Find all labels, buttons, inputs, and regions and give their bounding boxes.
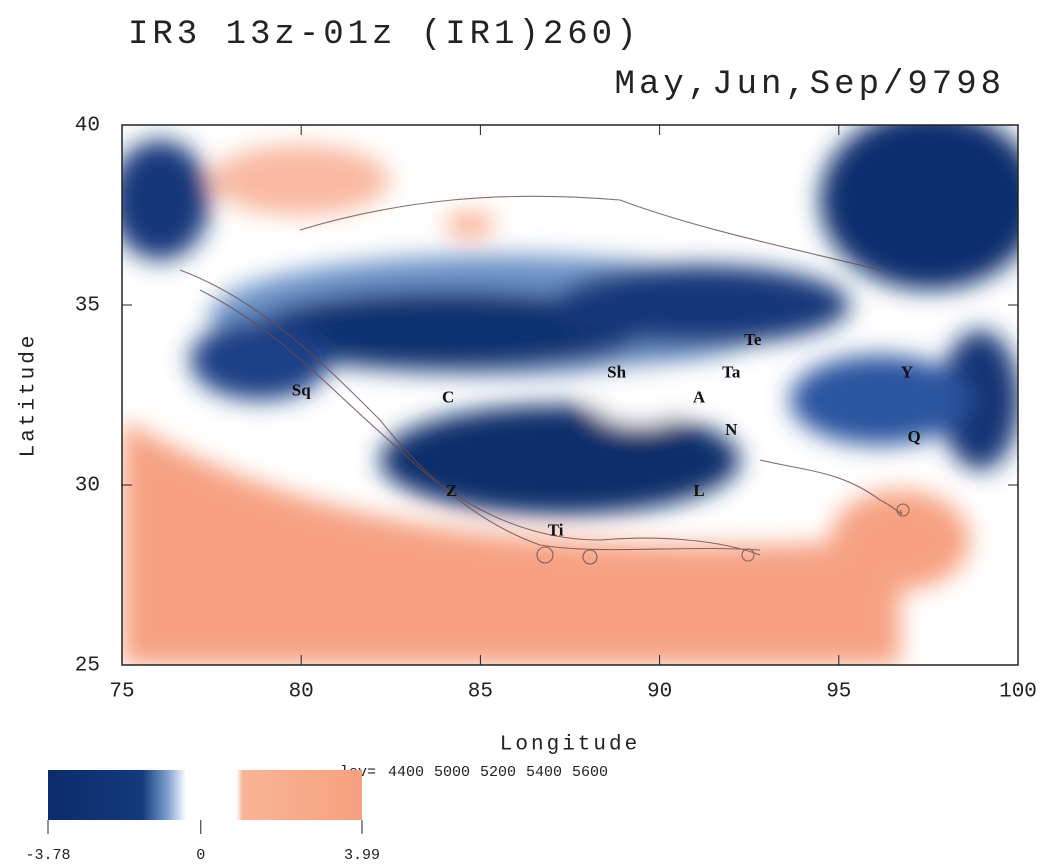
colorbar-ticks: -3.78 0 3.99 [25, 820, 380, 864]
y-tick-label: 30 [75, 475, 100, 498]
contour-level: 4400 [388, 764, 424, 781]
y-axis-label: Latitude [18, 333, 41, 458]
station-label: A [693, 388, 706, 407]
y-tick-label: 35 [75, 295, 100, 318]
x-tick-label: 75 [109, 681, 134, 704]
station-label: Sh [607, 362, 626, 381]
x-tick-label: 85 [468, 681, 493, 704]
x-tick-label: 100 [999, 681, 1037, 704]
y-tick-label: 40 [75, 115, 100, 138]
subtitle: May,Jun,Sep/9798 [615, 66, 1005, 104]
x-tick-label: 90 [647, 681, 672, 704]
y-tick-label: 25 [75, 655, 100, 678]
station-label: Y [901, 362, 913, 381]
x-tick-label: 80 [289, 681, 314, 704]
contour-level: 5000 [434, 764, 470, 781]
x-tick-label: 95 [826, 681, 851, 704]
station-label: Ti [548, 521, 564, 540]
station-label: Sq [292, 380, 311, 399]
station-label: C [442, 388, 454, 407]
station-label: Ta [722, 362, 741, 381]
title: IR3 13z-01z (IR1)260) [128, 16, 640, 54]
colorbar-tick-label: 0 [196, 847, 205, 864]
station-label: L [693, 481, 704, 500]
contour-level: 5200 [480, 764, 516, 781]
station-label: Q [907, 427, 920, 446]
colorbar-tick-label: -3.78 [25, 847, 70, 864]
field [122, 125, 1018, 665]
colorbar [48, 770, 362, 820]
contour-level: 5400 [526, 764, 562, 781]
axes: 75 80 85 90 95 100 25 30 35 40 [75, 115, 1037, 704]
station-label: Te [744, 330, 762, 349]
contour-level: 5600 [572, 764, 608, 781]
station-label: N [725, 420, 738, 439]
colorbar-tick-label: 3.99 [344, 847, 380, 864]
x-axis-label: Longitude [500, 734, 640, 757]
station-label: Z [446, 481, 457, 500]
plot-frame [121, 124, 1019, 666]
